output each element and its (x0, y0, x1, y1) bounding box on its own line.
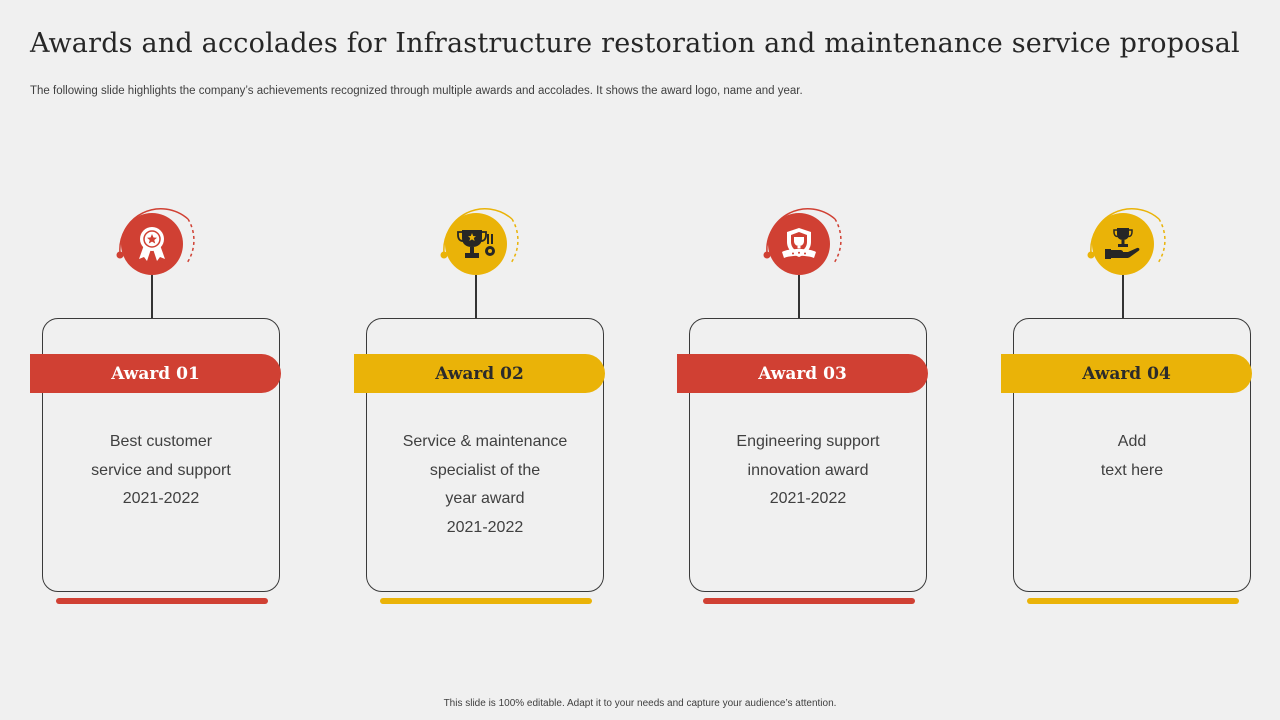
connector-line (1122, 275, 1124, 319)
award-description: Add text here (1013, 428, 1251, 485)
award-line: 2021-2022 (122, 490, 200, 508)
award-label: Award 01 (30, 354, 281, 393)
award-description: Best customer service and support 2021-2… (42, 428, 280, 514)
accent-underline (56, 598, 268, 604)
award-line: text here (1100, 461, 1164, 479)
award-line: 2021-2022 (446, 519, 524, 537)
connector-line (151, 275, 153, 319)
award-line: year award (445, 490, 525, 508)
connector-line (798, 275, 800, 319)
trophy-medal-icon (445, 213, 507, 275)
award-line: specialist of the (429, 461, 541, 479)
page-title: Awards and accolades for Infrastructure … (30, 28, 1240, 59)
page-subtitle: The following slide highlights the compa… (30, 85, 803, 97)
award-line: service and support (91, 461, 231, 479)
award-label: Award 03 (677, 354, 928, 393)
award-line: Best customer (109, 433, 213, 450)
award-line: Engineering support (736, 433, 880, 450)
award-description: Service & maintenance specialist of the … (366, 428, 604, 543)
award-card-frame (689, 318, 927, 592)
award-line: Add (1117, 433, 1147, 450)
accent-underline (380, 598, 592, 604)
award-line: innovation award (747, 461, 869, 479)
award-label: Award 02 (354, 354, 605, 393)
shield-badge-icon (768, 213, 830, 275)
accent-underline (1027, 598, 1239, 604)
accent-underline (703, 598, 915, 604)
connector-line (475, 275, 477, 319)
award-line: Service & maintenance (402, 433, 568, 450)
trophy-hand-icon (1092, 213, 1154, 275)
award-card-frame (42, 318, 280, 592)
award-line: 2021-2022 (769, 490, 847, 508)
rosette-icon (121, 213, 183, 275)
award-label: Award 04 (1001, 354, 1252, 393)
footer-note: This slide is 100% editable. Adapt it to… (443, 698, 837, 709)
award-card-03: Award 03 Engineering support innovation … (677, 200, 937, 610)
award-card-01: Award 01 Best customer service and suppo… (30, 200, 290, 610)
award-card-frame (1013, 318, 1251, 592)
award-card-02: Award 02 Service & maintenance specialis… (354, 200, 614, 610)
award-card-04: Award 04 Add text here (1001, 200, 1261, 610)
award-description: Engineering support innovation award 202… (689, 428, 927, 514)
award-card-frame (366, 318, 604, 592)
